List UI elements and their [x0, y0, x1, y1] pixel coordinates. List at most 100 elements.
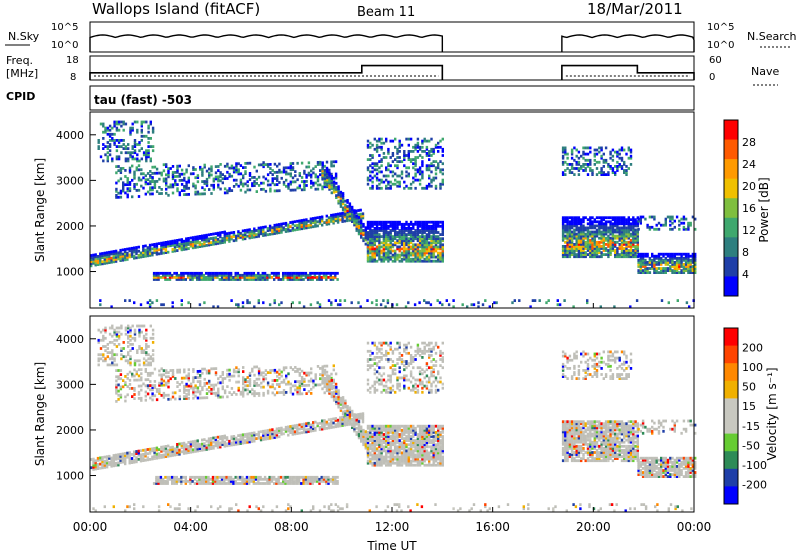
- scatter-cell: [332, 417, 335, 421]
- scatter-cell: [425, 166, 429, 170]
- scatter-cell: [142, 255, 145, 258]
- scatter-cell: [586, 301, 589, 305]
- scatter-cell: [133, 363, 137, 367]
- scatter-cell: [439, 243, 442, 247]
- scatter-cell: [329, 271, 332, 275]
- scatter-cell: [226, 395, 229, 399]
- scatter-cell: [151, 392, 154, 396]
- scatter-cell: [228, 444, 231, 447]
- scatter-cell: [149, 371, 152, 375]
- scatter-cell: [108, 153, 112, 157]
- scatter-cell: [593, 255, 596, 259]
- scatter-cell: [278, 427, 281, 430]
- scatter-cell: [675, 265, 679, 268]
- scatter-cell: [385, 222, 388, 226]
- scatter-cell: [96, 456, 100, 460]
- scatter-cell: [591, 251, 594, 254]
- scatter-cell: [212, 238, 215, 242]
- scatter-cell: [252, 273, 255, 277]
- scatter-cell: [593, 154, 596, 158]
- scatter-cell: [591, 253, 594, 256]
- scatter-cell: [216, 439, 220, 443]
- scatter-cell: [151, 186, 154, 190]
- scatter-cell: [108, 259, 111, 262]
- scatter-cell: [430, 237, 433, 241]
- scatter-cell: [120, 349, 123, 352]
- scatter-cell: [599, 305, 602, 309]
- scatter-cell: [566, 216, 569, 220]
- scatter-cell: [330, 301, 333, 305]
- scatter-cell: [586, 240, 590, 244]
- scatter-cell: [636, 234, 639, 238]
- scatter-cell: [609, 247, 612, 250]
- scatter-cell: [162, 247, 165, 251]
- scatter-cell: [409, 253, 413, 257]
- scatter-cell: [627, 255, 630, 259]
- scatter-cell: [618, 243, 621, 246]
- scatter-cell: [241, 301, 245, 305]
- scatter-cell: [192, 386, 195, 390]
- scatter-cell: [305, 422, 308, 426]
- scatter-cell: [634, 249, 637, 252]
- scatter-cell: [389, 233, 392, 236]
- scatter-cell: [214, 371, 218, 375]
- scatter-cell: [366, 251, 370, 255]
- scatter-cell: [334, 276, 337, 279]
- scatter-cell: [620, 234, 624, 238]
- scatter-cell: [279, 278, 283, 281]
- scatter-cell: [547, 299, 550, 302]
- scatter-cell: [405, 170, 408, 174]
- scatter-cell: [176, 449, 179, 452]
- scatter-cell: [593, 234, 596, 238]
- scatter-cell: [273, 271, 276, 275]
- scatter-cell: [425, 255, 429, 259]
- scatter-cell: [232, 278, 235, 281]
- scatter-cell: [329, 273, 332, 277]
- scatter-cell: [680, 258, 683, 262]
- scatter-cell: [90, 458, 93, 461]
- scatter-cell: [398, 259, 401, 263]
- scatter-cell: [403, 229, 406, 232]
- scatter-cell: [330, 426, 333, 429]
- scatter-cell: [255, 233, 258, 236]
- scatter-cell: [167, 167, 170, 170]
- scatter-cell: [602, 228, 605, 232]
- scatter-cell: [409, 235, 413, 238]
- scatter-cell: [385, 253, 388, 257]
- scatter-cell: [182, 248, 186, 251]
- scatter-cell: [257, 430, 260, 434]
- scatter-cell: [294, 380, 297, 384]
- scatter-cell: [113, 141, 116, 144]
- scatter-cell: [423, 227, 426, 230]
- scatter-cell: [275, 427, 279, 431]
- scatter-cell: [316, 175, 320, 179]
- scatter-cell: [387, 168, 390, 172]
- scatter-cell: [250, 278, 253, 281]
- scatter-cell: [566, 234, 569, 238]
- nsearch-label: N.Search: [747, 30, 797, 43]
- scatter-cell: [277, 271, 280, 275]
- scatter-cell: [627, 249, 630, 252]
- scatter-cell: [225, 444, 229, 448]
- scatter-cell: [625, 226, 628, 230]
- scatter-cell: [627, 228, 630, 232]
- scatter-cell: [108, 332, 112, 336]
- scatter-cell: [378, 233, 381, 236]
- scatter-cell: [657, 258, 661, 262]
- scatter-cell: [684, 269, 688, 272]
- scatter-cell: [136, 143, 139, 146]
- scatter-cell: [423, 249, 426, 253]
- scatter-cell: [101, 460, 104, 463]
- scatter-cell: [432, 251, 435, 255]
- scatter-cell: [173, 271, 176, 275]
- scatter-cell: [167, 250, 170, 254]
- scatter-cell: [248, 301, 251, 305]
- scatter-cell: [144, 394, 147, 398]
- scatter-cell: [129, 328, 132, 332]
- scatter-cell: [219, 381, 222, 385]
- scatter-cell: [425, 164, 429, 168]
- scatter-cell: [439, 251, 442, 255]
- scatter-cell: [191, 240, 195, 244]
- scatter-cell: [103, 251, 106, 255]
- scatter-cell: [278, 368, 281, 372]
